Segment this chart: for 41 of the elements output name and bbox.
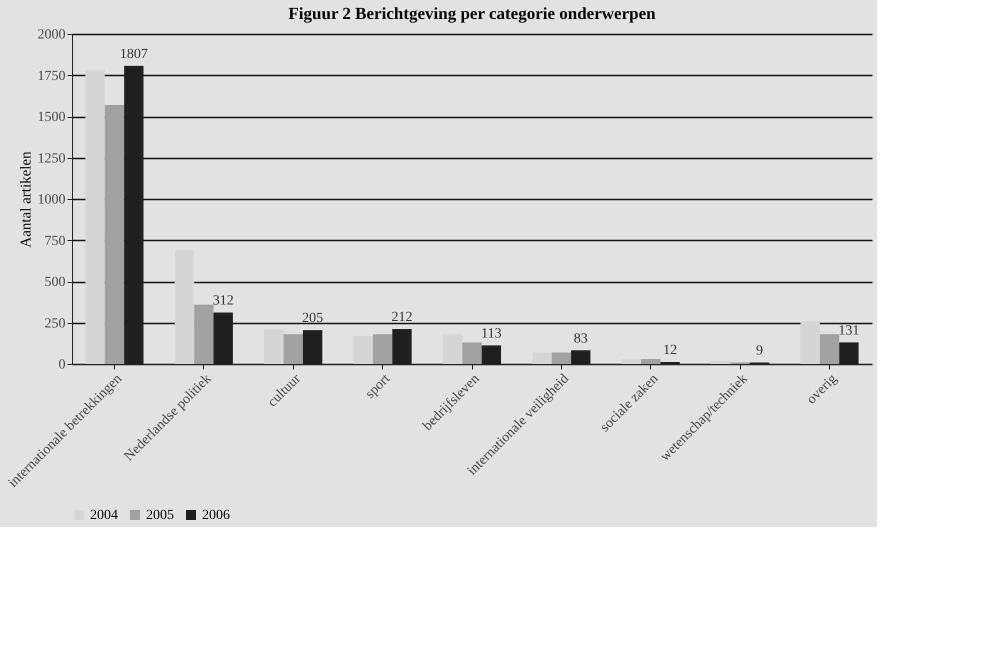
data-label: 205 <box>302 311 324 326</box>
bar <box>462 342 482 364</box>
y-tick-label: 1750 <box>38 68 66 84</box>
bar <box>552 352 572 364</box>
y-tick-label: 250 <box>44 316 66 332</box>
bar <box>104 104 124 364</box>
bar <box>372 334 392 364</box>
y-tick-label: 750 <box>44 234 66 249</box>
y-tick-label: 2000 <box>38 28 66 42</box>
legend-label: 2006 <box>202 508 230 523</box>
data-label: 1807 <box>120 46 148 62</box>
x-tick-label: sport <box>362 371 394 402</box>
data-label: 9 <box>756 344 764 359</box>
data-label: 12 <box>663 343 678 358</box>
bar <box>641 359 660 364</box>
bar <box>442 334 462 364</box>
data-label: 113 <box>481 326 502 342</box>
bar <box>194 304 214 364</box>
bar <box>820 334 840 364</box>
bar <box>800 321 820 364</box>
bar <box>174 250 194 364</box>
y-tick-label: 1250 <box>38 151 66 166</box>
legend-label: 2005 <box>146 508 174 523</box>
bar <box>264 329 284 364</box>
data-label: 83 <box>574 331 588 346</box>
legend-label: 2004 <box>90 508 118 523</box>
bar <box>622 359 642 364</box>
bar <box>711 360 730 364</box>
data-label: 312 <box>212 294 234 309</box>
chart-title: Figuur 2 Berichtgeving per categorie onderwerpen <box>288 4 656 23</box>
data-label: 212 <box>391 310 412 326</box>
y-tick-label: 1500 <box>38 110 66 125</box>
y-tick-label: 0 <box>58 358 66 372</box>
data-label: 131 <box>838 323 860 338</box>
y-tick-label: 500 <box>44 275 66 290</box>
bar <box>85 70 105 364</box>
bar <box>354 336 373 364</box>
y-axis-title: Aantal artikelen <box>18 150 34 248</box>
bar <box>532 352 552 364</box>
bar <box>284 334 303 364</box>
y-tick-label: 1000 <box>38 192 66 208</box>
